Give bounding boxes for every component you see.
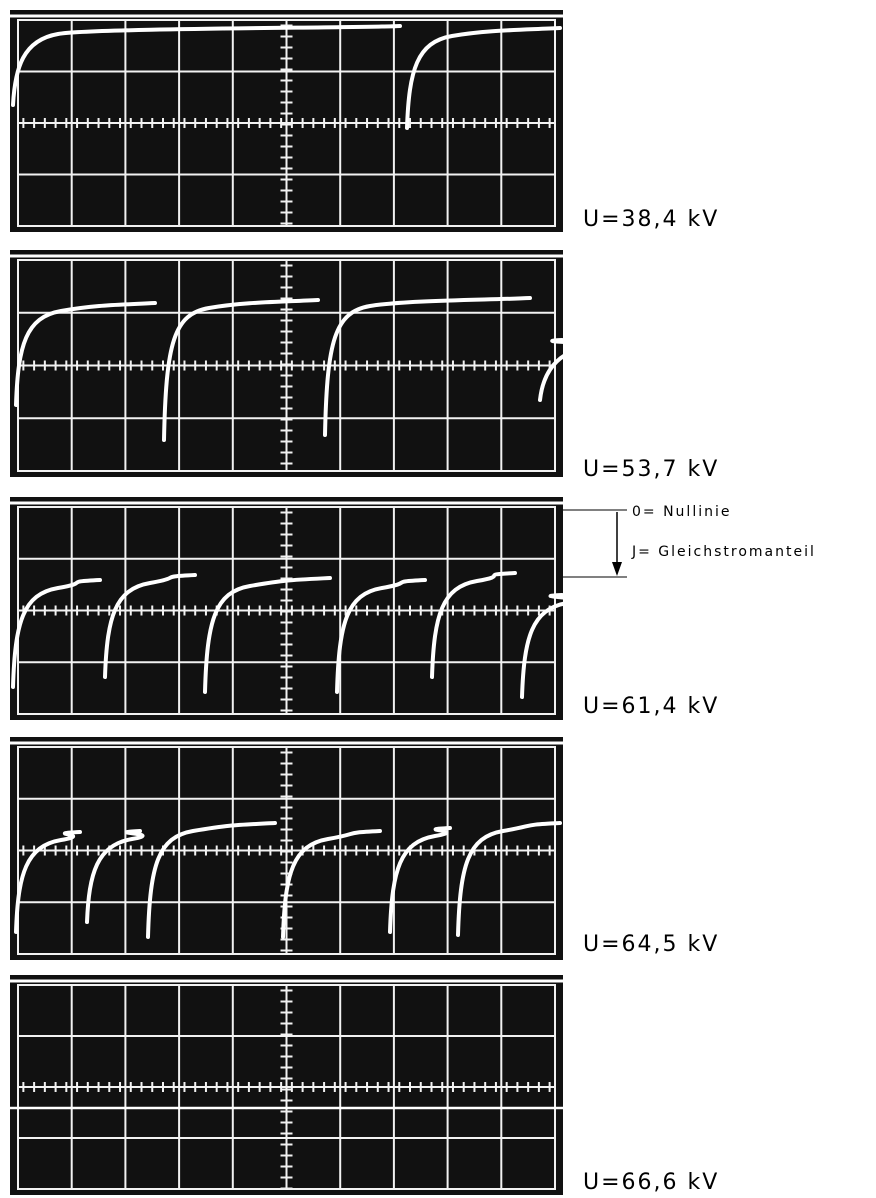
figure: 0= Nullinie J= Gleichstromanteil U=38,4 … [0,0,876,1198]
voltage-label: U=64,5 kV [583,932,719,957]
oscillogram [10,975,566,1195]
oscillogram [10,250,593,477]
oscillogram [10,497,576,720]
legend-zero: 0= Nullinie [632,504,731,520]
voltage-label: U=38,4 kV [583,207,719,232]
arrow-head [612,562,622,576]
legend-dc: J= Gleichstromanteil [631,544,816,560]
voltage-label: U=53,7 kV [583,457,719,482]
oscillogram [10,10,566,232]
oscillograms [10,10,593,1195]
oscillogram [10,737,566,960]
voltage-label: U=66,6 kV [583,1170,719,1195]
voltage-label: U=61,4 kV [583,694,719,719]
legend: 0= Nullinie J= Gleichstromanteil [563,504,816,577]
page: 0= Nullinie J= Gleichstromanteil U=38,4 … [0,0,876,1198]
